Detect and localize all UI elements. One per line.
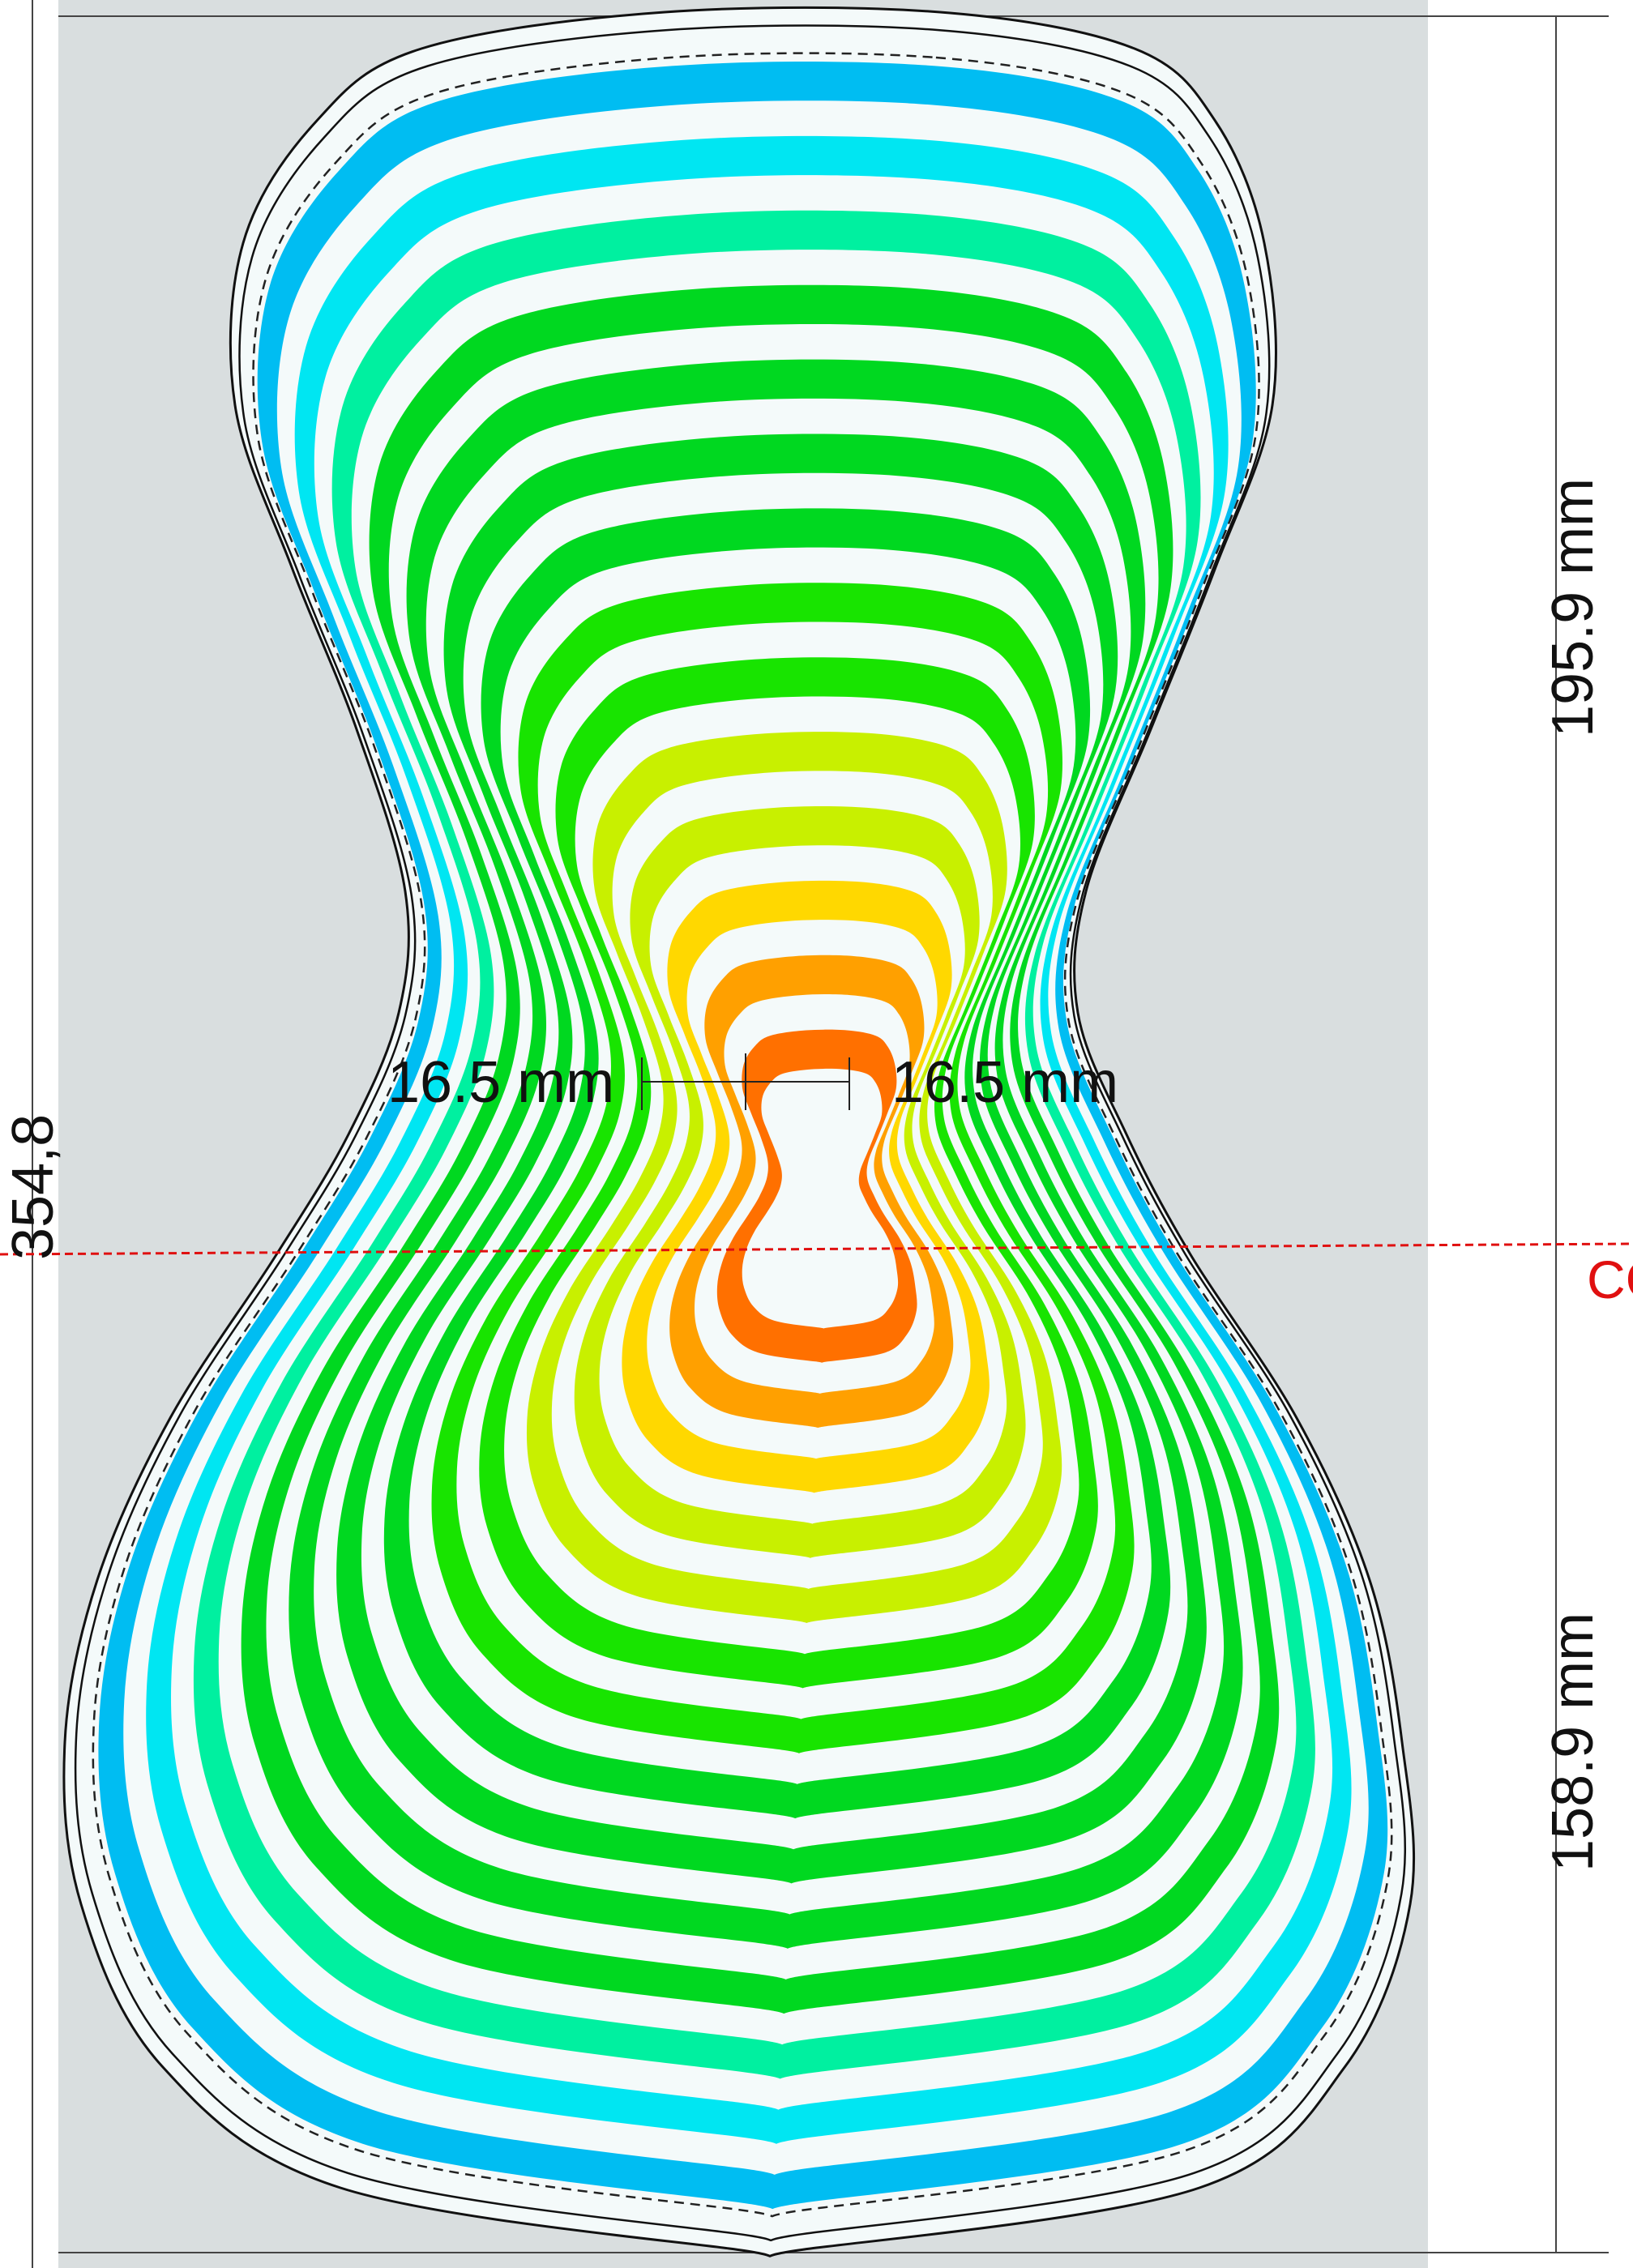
upper-height-label: 195.9 mm — [1541, 478, 1605, 737]
right-offset-label: 16.5 mm — [891, 1050, 1118, 1115]
total-height-label: 354,8 — [1, 1114, 66, 1260]
lower-height-label: 158.9 mm — [1541, 1612, 1605, 1872]
contour-gap — [742, 1068, 899, 1329]
dashed-inner-outline — [92, 52, 1393, 2218]
foot-contour-group — [62, 6, 1416, 2257]
cg-label: CG — [1587, 1249, 1633, 1309]
left-offset-label: 16.5 mm — [387, 1050, 614, 1115]
